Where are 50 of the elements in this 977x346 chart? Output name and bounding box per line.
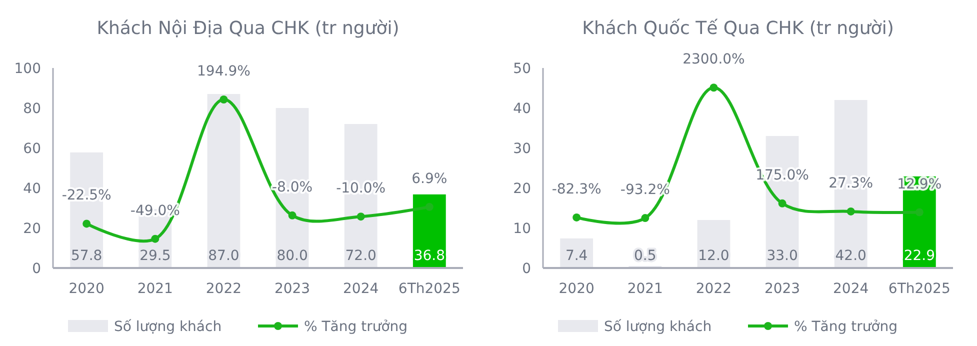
y-tick-label: 50	[513, 60, 531, 77]
y-tick-label: 60	[23, 140, 41, 157]
x-tick-label: 2023	[274, 281, 310, 297]
data-label: 29.5	[140, 248, 171, 264]
legend-label: % Tăng trưởng	[304, 318, 408, 335]
y-tick-label: 30	[513, 140, 531, 157]
y-tick-label: 0	[522, 260, 531, 277]
x-tick-label: 2021	[137, 281, 173, 297]
x-tick-label: 2022	[206, 281, 242, 297]
data-label: -8.0%	[272, 179, 313, 196]
data-label: 42.0	[835, 248, 866, 264]
x-tick-label: 6Th2025	[398, 281, 460, 297]
y-tick-label: 20	[513, 180, 531, 197]
data-label: 36.8	[414, 248, 445, 264]
data-label: 33.0	[766, 248, 798, 264]
chart-title: Khách Nội Địa Qua CHK (tr người)	[96, 18, 400, 39]
data-label: 6.9%	[412, 170, 448, 187]
data-label: 22.9	[904, 248, 935, 264]
x-tick-label: 2024	[343, 281, 379, 297]
data-label: 0.5	[634, 248, 656, 264]
y-tick-label: 40	[23, 180, 41, 197]
data-label: -22.5%	[62, 188, 112, 204]
data-label: 27.3%	[828, 175, 874, 192]
data-label: 87.0	[208, 248, 240, 264]
x-tick-label: 2021	[627, 281, 663, 297]
legend-label: % Tăng trưởng	[794, 318, 898, 335]
y-tick-label: 40	[513, 100, 531, 117]
y-tick-label: 100	[14, 60, 41, 77]
legend-label: Số lượng khách	[114, 318, 222, 335]
data-label: 194.9%	[197, 63, 250, 80]
data-label: -10.0%	[336, 180, 386, 197]
data-label: 72.0	[345, 248, 376, 264]
data-label: 80.0	[276, 248, 308, 264]
x-tick-label: 2023	[764, 281, 800, 297]
x-tick-label: 2024	[833, 281, 869, 297]
data-label: 57.8	[71, 248, 102, 264]
y-tick-label: 80	[23, 100, 41, 117]
data-label: 7.4	[565, 248, 588, 264]
x-tick-label: 2020	[68, 281, 104, 297]
y-tick-label: 10	[513, 220, 531, 237]
legend-label: Số lượng khách	[604, 318, 712, 335]
y-tick-label: 20	[23, 220, 41, 237]
data-label: 12.0	[698, 248, 730, 264]
data-label: 2300.0%	[682, 52, 745, 68]
x-tick-label: 6Th2025	[888, 281, 950, 297]
y-tick-label: 0	[32, 260, 41, 277]
x-tick-label: 2020	[558, 281, 594, 297]
x-tick-label: 2022	[696, 281, 732, 297]
chart-title: Khách Quốc Tế Qua CHK (tr người)	[582, 18, 894, 39]
data-label: -82.3%	[552, 181, 602, 198]
